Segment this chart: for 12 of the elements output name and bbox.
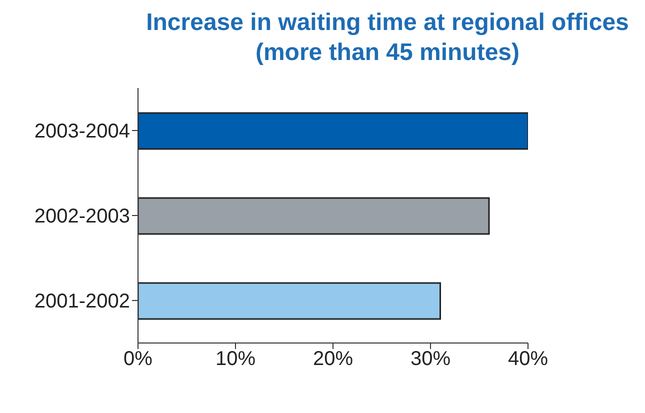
bar <box>138 197 490 235</box>
bar <box>138 282 441 320</box>
x-tick-label: 0% <box>124 348 153 370</box>
x-tick-label: 10% <box>215 348 256 370</box>
y-tick-label: 2001-2002 <box>34 290 130 313</box>
chart-title: Increase in waiting time at regional offices (more than 45 minutes) <box>145 8 630 68</box>
y-tick-label: 2002-2003 <box>34 206 130 228</box>
x-tick-label: 40% <box>508 348 548 370</box>
y-tick-label: 2003-2004 <box>34 120 130 143</box>
x-tick-label: 20% <box>312 348 354 370</box>
bar <box>138 112 528 150</box>
x-tick-label: 30% <box>410 348 451 370</box>
